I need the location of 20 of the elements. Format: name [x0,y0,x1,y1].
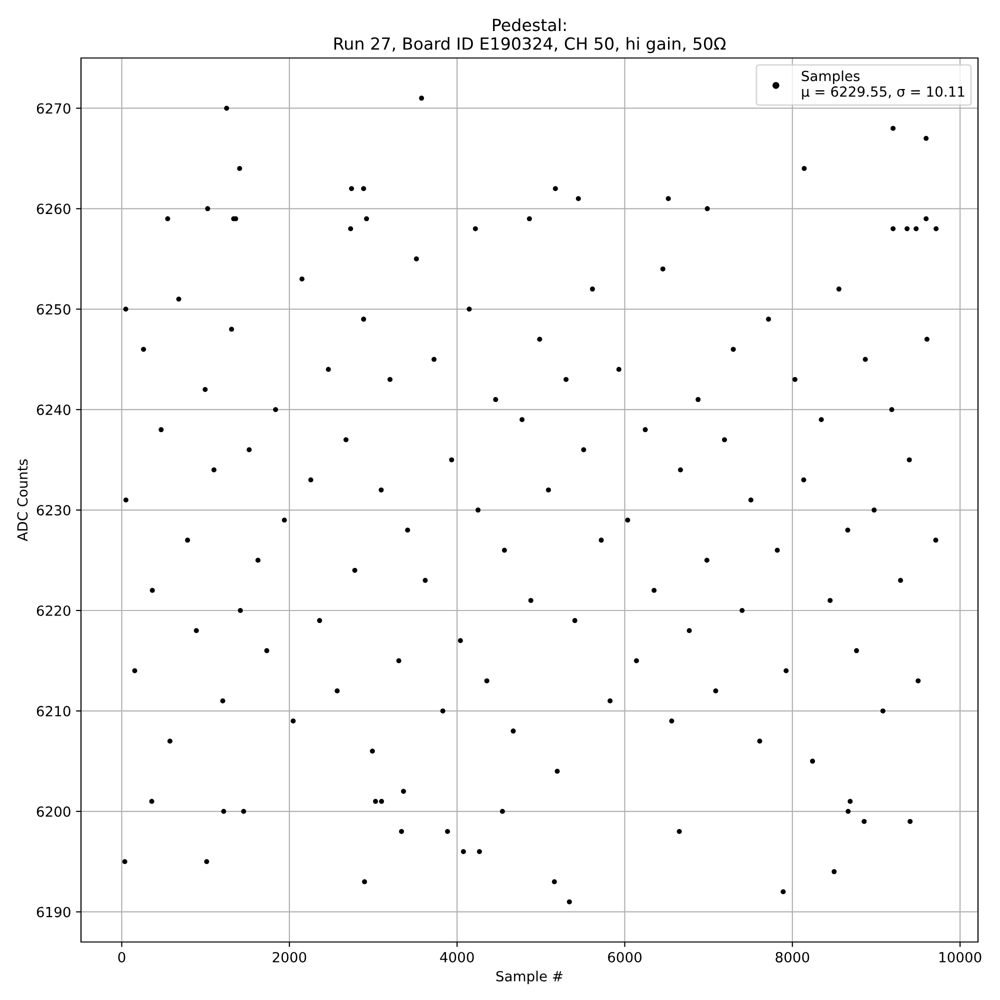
y-tick-label: 6210 [36,706,70,716]
y-tick-label: 6250 [36,304,70,315]
x-axis-title: Sample # [496,970,562,984]
y-axis-title: ADC Counts [17,459,28,542]
y-tick-label: 6260 [36,204,70,214]
y-tick-label: 6230 [36,505,70,516]
y-tick-label: 6240 [36,404,70,416]
y-tick-label: 6270 [36,103,70,114]
chart-subtitle: Run 27, Board ID E190324, CH 50, hi gain, 50Ω [334,37,726,54]
y-tick-label: 6220 [36,605,70,616]
x-tick-label: 4000 [440,952,474,962]
x-tick-label: 6000 [608,952,642,962]
x-tick-label: 8000 [776,952,810,962]
y-tick-label: 6190 [36,906,70,918]
legend-label: Samples μ = 6229.55, σ = 10.11 [802,70,964,100]
x-tick-label: 0 [118,952,126,962]
x-tick-label: 10000 [939,952,982,962]
chart-title: Pedestal: [493,18,566,32]
y-tick-label: 6200 [36,806,70,817]
x-tick-label: 2000 [272,952,306,962]
